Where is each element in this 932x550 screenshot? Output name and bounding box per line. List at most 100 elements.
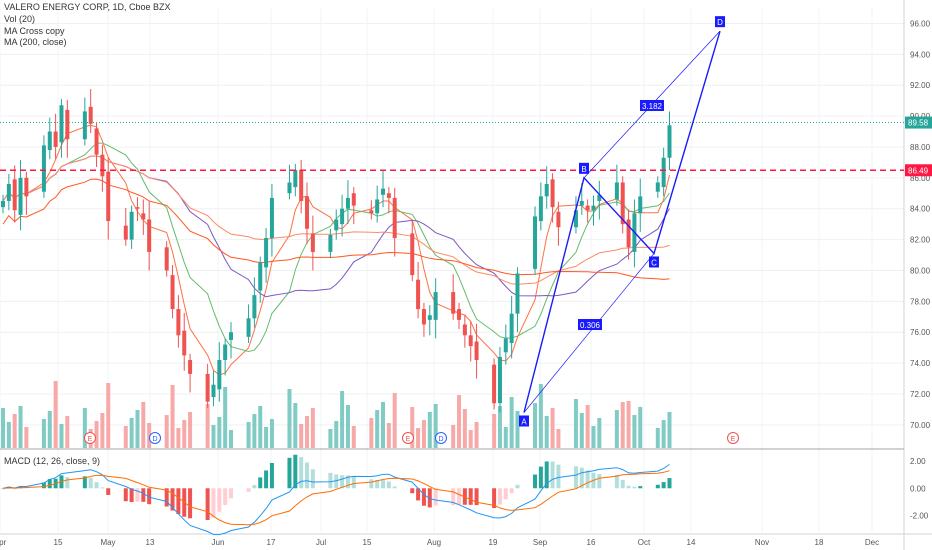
volume-bar <box>620 402 625 448</box>
macd-histogram-bar <box>655 484 660 489</box>
volume-bar <box>375 410 380 448</box>
candle-body <box>386 193 391 198</box>
candle-body <box>305 196 310 229</box>
candle-body <box>392 197 397 239</box>
macd-histogram-bar <box>538 466 543 489</box>
volume-bar <box>1 408 5 448</box>
volume-bar <box>451 425 456 448</box>
event-marker-label: E <box>406 436 411 443</box>
macd-histogram-bar <box>12 488 17 490</box>
candle-body <box>6 184 11 201</box>
macd-histogram-bar <box>223 488 228 506</box>
pattern-point-label: B <box>581 165 586 174</box>
pattern-point-marker <box>715 16 725 28</box>
candle-body <box>638 196 643 214</box>
macd-histogram-bar <box>170 488 175 511</box>
volume-bar <box>293 403 298 448</box>
candle-body <box>381 188 386 195</box>
candle-body <box>573 210 578 228</box>
event-marker <box>84 432 96 444</box>
candle-body <box>1 200 5 208</box>
ma200-legend[interactable]: MA (200, close) <box>4 37 67 47</box>
candle-body <box>65 109 70 140</box>
volume-bar <box>170 385 175 448</box>
macd-histogram-bar <box>164 488 169 507</box>
candle-body <box>106 171 111 222</box>
macd-histogram-bar <box>334 474 339 489</box>
macd-histogram-bar <box>386 481 391 489</box>
volume-bar <box>591 426 596 448</box>
candle-body <box>427 315 432 320</box>
macd-histogram-bar <box>94 482 99 489</box>
volume-bar <box>129 418 134 448</box>
macd-histogram-bar <box>421 488 426 506</box>
macd-histogram-bar <box>550 461 555 489</box>
macd-histogram-bar <box>47 479 52 489</box>
x-tick-label: 15 <box>363 538 372 547</box>
candle-body <box>328 234 333 252</box>
pattern-ratio-tag <box>640 100 664 111</box>
event-marker <box>402 432 414 444</box>
macd-histogram-bar <box>65 477 70 489</box>
y-tick-label: 94.00 <box>910 50 931 59</box>
volume-bar <box>369 418 374 448</box>
y-tick-label: 82.00 <box>910 236 931 245</box>
y-tick-label: 78.00 <box>910 297 931 306</box>
candle-body <box>340 208 345 225</box>
candle-body <box>141 213 146 220</box>
volume-legend[interactable]: Vol (20) <box>4 14 36 24</box>
candle-body <box>468 335 473 347</box>
ma-cross-legend[interactable]: MA Cross copy <box>4 26 65 36</box>
macd-histogram-bar <box>82 476 87 489</box>
candle-body <box>509 313 514 344</box>
x-tick-label: 18 <box>815 538 824 547</box>
macd-histogram-bar <box>661 482 666 489</box>
volume-bar <box>410 407 415 448</box>
volume-bar <box>205 404 210 448</box>
volume-bar <box>585 405 590 448</box>
candle-body <box>223 344 228 360</box>
candle-body <box>287 182 292 194</box>
x-tick-label: 19 <box>489 538 498 547</box>
pattern-ratio-label: 3.182 <box>642 102 663 111</box>
candle-body <box>556 211 561 228</box>
macd-y-tick: -2.00 <box>910 512 929 521</box>
candle-body <box>147 219 152 252</box>
volume-bar <box>626 401 631 448</box>
y-tick-label: 88.00 <box>910 143 931 152</box>
volume-bar <box>638 407 643 448</box>
candle-body <box>252 295 257 319</box>
y-tick-label: 96.00 <box>910 19 931 28</box>
x-tick-label: 13 <box>146 538 155 547</box>
y-tick-label: 80.00 <box>910 266 931 275</box>
macd-histogram-bar <box>492 488 497 509</box>
pattern-point-label: A <box>521 417 527 426</box>
candle-body <box>293 170 298 188</box>
pattern-point-marker <box>649 256 659 268</box>
volume-bar <box>550 408 555 448</box>
macd-histogram-bar <box>310 469 315 489</box>
volume-bar <box>41 419 46 448</box>
pattern-legs <box>523 30 721 413</box>
macd-histogram-bar <box>205 488 210 520</box>
volume-bar <box>147 423 152 448</box>
x-tick-label: Dec <box>865 538 879 547</box>
volume-bar <box>474 422 479 448</box>
pattern-point-label: C <box>651 258 657 267</box>
event-marker-label: E <box>88 436 93 443</box>
macd-histogram-bar <box>544 461 549 489</box>
macd-histogram-bar <box>147 488 152 505</box>
volume-bar <box>457 395 462 448</box>
candle-body <box>24 177 29 197</box>
macd-histogram-bar <box>433 488 438 506</box>
candle-body <box>457 309 462 320</box>
price-level-tag <box>905 116 932 129</box>
volume-bar <box>164 415 169 448</box>
macd-histogram-bar <box>369 479 374 489</box>
candle-body <box>123 225 128 240</box>
volume-bar <box>667 412 672 448</box>
macd-legend[interactable]: MACD (12, 26, close, 9) <box>4 456 101 466</box>
symbol-title[interactable]: VALERO ENERGY CORP, 1D, Cboe BZX <box>4 2 171 12</box>
